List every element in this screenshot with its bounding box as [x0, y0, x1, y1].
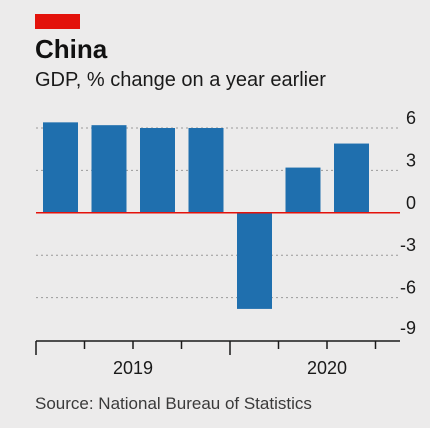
y-tick-label: 3: [406, 150, 416, 170]
bar: [237, 212, 272, 309]
source-note: Source: National Bureau of Statistics: [35, 394, 312, 413]
x-year-label: 2020: [307, 358, 347, 378]
bar: [334, 143, 369, 213]
y-tick-label: -9: [400, 318, 416, 338]
y-tick-label: -3: [400, 235, 416, 255]
y-tick-label: -6: [400, 278, 416, 298]
bar: [140, 128, 175, 213]
bar: [91, 125, 127, 213]
x-year-label: 2019: [113, 358, 153, 378]
bar: [285, 167, 321, 213]
bar: [188, 128, 224, 213]
chart-subtitle: GDP, % change on a year earlier: [35, 69, 326, 91]
bar: [43, 122, 78, 213]
y-tick-label: 0: [406, 193, 416, 213]
y-tick-label: 6: [406, 108, 416, 128]
chart-title: China: [35, 34, 108, 64]
brand-accent-tag: [35, 14, 80, 29]
